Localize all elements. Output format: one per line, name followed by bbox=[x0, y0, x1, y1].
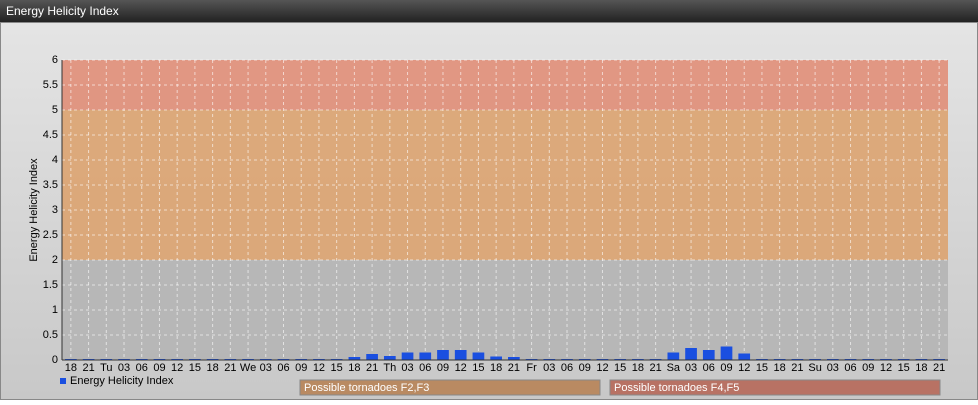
x-tick-label: 03 bbox=[118, 362, 130, 374]
x-tick-label: 15 bbox=[614, 362, 626, 374]
x-tick-label: 06 bbox=[419, 362, 431, 374]
bar bbox=[667, 352, 680, 360]
y-tick-label: 4.5 bbox=[43, 129, 58, 141]
x-tick-label: 18 bbox=[915, 362, 927, 374]
x-tick-label: 09 bbox=[579, 362, 591, 374]
x-tick-label: 18 bbox=[632, 362, 644, 374]
bar bbox=[437, 350, 449, 360]
x-tick-label: 06 bbox=[844, 362, 856, 374]
band-label-box bbox=[609, 379, 941, 396]
bar bbox=[348, 357, 361, 360]
x-tick-label: 06 bbox=[136, 362, 148, 374]
x-tick-label: 21 bbox=[933, 362, 945, 374]
y-tick-label: 5.5 bbox=[43, 79, 58, 91]
x-tick-label: 18 bbox=[206, 362, 218, 374]
bar bbox=[738, 353, 751, 360]
x-tick-label: 15 bbox=[898, 362, 910, 374]
x-tick-label: 15 bbox=[472, 362, 484, 374]
x-tick-label: 15 bbox=[756, 362, 768, 374]
x-tick-label: 15 bbox=[189, 362, 201, 374]
x-tick-label: 12 bbox=[313, 362, 325, 374]
x-tick-label: Sa bbox=[667, 362, 681, 374]
bar bbox=[454, 350, 467, 360]
bar bbox=[508, 357, 520, 360]
x-tick-label: 06 bbox=[703, 362, 715, 374]
bar bbox=[472, 352, 485, 360]
x-tick-label: 21 bbox=[224, 362, 236, 374]
y-tick-label: 4 bbox=[52, 154, 58, 166]
x-tick-label: 03 bbox=[260, 362, 272, 374]
x-tick-label: 12 bbox=[880, 362, 892, 374]
x-tick-label: 18 bbox=[65, 362, 77, 374]
legend-label: Energy Helicity Index bbox=[70, 375, 174, 387]
x-tick-label: 21 bbox=[366, 362, 378, 374]
bar bbox=[702, 350, 715, 360]
bar bbox=[419, 352, 432, 360]
x-tick-label: 09 bbox=[295, 362, 307, 374]
x-tick-label: Th bbox=[383, 362, 396, 374]
x-tick-label: 21 bbox=[649, 362, 661, 374]
x-tick-label: 21 bbox=[82, 362, 94, 374]
x-tick-label: 06 bbox=[277, 362, 289, 374]
y-tick-label: 2 bbox=[52, 254, 58, 266]
y-tick-label: 5 bbox=[52, 104, 58, 116]
header bbox=[0, 0, 978, 22]
x-tick-label: 09 bbox=[437, 362, 449, 374]
x-tick-label: Su bbox=[808, 362, 821, 374]
band-label: Possible tornadoes F4,F5 bbox=[614, 382, 739, 394]
y-tick-label: 0.5 bbox=[43, 329, 58, 341]
bar bbox=[401, 352, 414, 360]
x-tick-label: 03 bbox=[685, 362, 697, 374]
bar bbox=[383, 356, 396, 360]
y-tick-label: 1.5 bbox=[43, 279, 58, 291]
x-tick-label: 15 bbox=[331, 362, 343, 374]
x-tick-label: 12 bbox=[738, 362, 750, 374]
legend-swatch bbox=[60, 378, 66, 384]
x-tick-label: 21 bbox=[791, 362, 803, 374]
y-tick-label: 1 bbox=[52, 304, 58, 316]
chart-title: Energy Helicity Index bbox=[6, 4, 119, 18]
x-tick-label: 12 bbox=[455, 362, 467, 374]
x-tick-label: 06 bbox=[561, 362, 573, 374]
x-tick-label: 09 bbox=[153, 362, 165, 374]
x-tick-label: Tu bbox=[100, 362, 112, 374]
y-tick-label: 2.5 bbox=[43, 229, 58, 241]
x-tick-label: 21 bbox=[508, 362, 520, 374]
bar bbox=[720, 346, 733, 360]
bar bbox=[685, 348, 697, 360]
x-tick-label: We bbox=[240, 362, 256, 374]
x-tick-label: 18 bbox=[348, 362, 360, 374]
x-tick-label: 09 bbox=[720, 362, 732, 374]
y-tick-label: 3 bbox=[52, 204, 58, 216]
x-tick-label: 18 bbox=[490, 362, 502, 374]
y-axis-label: Energy Helicity Index bbox=[28, 158, 40, 262]
x-tick-label: 03 bbox=[401, 362, 413, 374]
x-tick-label: 09 bbox=[862, 362, 874, 374]
y-tick-label: 3.5 bbox=[43, 179, 58, 191]
bar bbox=[490, 356, 502, 360]
bar bbox=[366, 354, 378, 360]
y-tick-label: 6 bbox=[52, 54, 58, 66]
x-tick-label: Fr bbox=[526, 362, 537, 374]
x-tick-label: 12 bbox=[596, 362, 608, 374]
x-tick-label: 03 bbox=[543, 362, 555, 374]
y-tick-label: 0 bbox=[52, 354, 58, 366]
x-tick-label: 03 bbox=[827, 362, 839, 374]
band-label-box bbox=[299, 379, 601, 396]
x-tick-label: 12 bbox=[171, 362, 183, 374]
band-label: Possible tornadoes F2,F3 bbox=[304, 382, 429, 394]
x-tick-label: 18 bbox=[774, 362, 786, 374]
